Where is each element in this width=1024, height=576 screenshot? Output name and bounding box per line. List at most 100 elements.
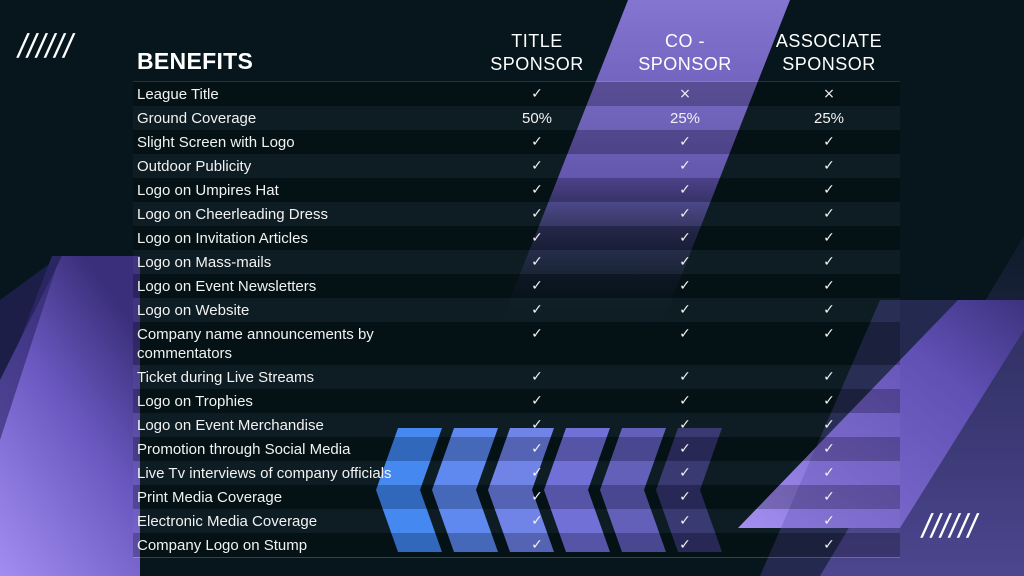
benefit-label: Logo on Trophies: [137, 393, 253, 410]
cell-co-sponsor: ×: [679, 86, 691, 102]
table-row: Logo on Mass-mails ✓ ✓ ✓: [133, 250, 900, 274]
cell-co-sponsor: ✓: [679, 302, 691, 318]
header-benefits: BENEFITS: [137, 48, 254, 74]
cell-associate-sponsor: ✓: [823, 489, 835, 505]
cell-title-sponsor: ✓: [531, 182, 543, 198]
cell-co-sponsor: ✓: [679, 513, 691, 529]
table-row: Promotion through Social Media ✓ ✓ ✓: [133, 437, 900, 461]
cell-associate-sponsor: ✓: [823, 302, 835, 318]
benefit-label: Electronic Media Coverage: [137, 513, 318, 530]
cell-associate-sponsor: ×: [823, 86, 835, 102]
cell-co-sponsor: ✓: [679, 369, 691, 385]
cell-title-sponsor: ✓: [531, 441, 543, 457]
benefit-label: Live Tv interviews of company officials: [137, 465, 392, 482]
table-row: Ground Coverage 50% 25% 25%: [133, 106, 900, 130]
header-associate-sponsor: ASSOCIATE SPONSOR: [759, 30, 899, 76]
cell-title-sponsor: ✓: [531, 489, 543, 505]
cell-title-sponsor: ✓: [531, 369, 543, 385]
cell-co-sponsor: ✓: [679, 254, 691, 270]
benefit-label: Slight Screen with Logo: [137, 134, 295, 151]
cell-associate-sponsor: ✓: [823, 537, 835, 553]
cell-title-sponsor: ✓: [531, 513, 543, 529]
table-row: Logo on Cheerleading Dress ✓ ✓ ✓: [133, 202, 900, 226]
table-row: Logo on Website ✓ ✓ ✓: [133, 298, 900, 322]
cell-co-sponsor: ✓: [679, 158, 691, 174]
table-row: Logo on Trophies ✓ ✓ ✓: [133, 389, 900, 413]
cell-co-sponsor: ✓: [679, 537, 691, 553]
benefit-label: Logo on Website: [137, 302, 250, 319]
cell-co-sponsor: ✓: [679, 278, 691, 294]
cell-title-sponsor: ✓: [531, 206, 543, 222]
table-row: Electronic Media Coverage ✓ ✓ ✓: [133, 509, 900, 533]
benefit-label: Logo on Umpires Hat: [137, 182, 279, 199]
benefit-label: Ticket during Live Streams: [137, 369, 315, 386]
cell-co-sponsor: 25%: [669, 110, 701, 127]
cell-co-sponsor: ✓: [679, 230, 691, 246]
table-row: League Title ✓ × ×: [133, 82, 900, 106]
benefit-label: Logo on Mass-mails: [137, 254, 272, 271]
cell-co-sponsor: ✓: [679, 489, 691, 505]
cell-associate-sponsor: ✓: [823, 465, 835, 481]
table-bottom-rule: [133, 557, 900, 559]
table-row: Logo on Invitation Articles ✓ ✓ ✓: [133, 226, 900, 250]
cell-title-sponsor: ✓: [531, 537, 543, 553]
cell-associate-sponsor: ✓: [823, 254, 835, 270]
table-row: Logo on Event Newsletters ✓ ✓ ✓: [133, 274, 900, 298]
cell-co-sponsor: ✓: [679, 206, 691, 222]
cell-associate-sponsor: ✓: [823, 326, 835, 342]
cell-title-sponsor: ✓: [531, 326, 543, 342]
cell-title-sponsor: ✓: [531, 278, 543, 294]
cell-associate-sponsor: ✓: [823, 182, 835, 198]
cell-title-sponsor: ✓: [531, 134, 543, 150]
cell-co-sponsor: ✓: [679, 326, 691, 342]
header-co-sponsor: CO - SPONSOR: [615, 30, 755, 76]
table-header: BENEFITS TITLE SPONSOR CO - SPONSOR ASSO…: [133, 28, 900, 82]
benefit-label: League Title: [137, 86, 219, 103]
cell-associate-sponsor: ✓: [823, 393, 835, 409]
cell-associate-sponsor: ✓: [823, 369, 835, 385]
header-co-line1: CO -: [665, 31, 705, 51]
table-row: Outdoor Publicity ✓ ✓ ✓: [133, 154, 900, 178]
cell-title-sponsor: ✓: [531, 465, 543, 481]
table-row: Logo on Umpires Hat ✓ ✓ ✓: [133, 178, 900, 202]
table-row: Ticket during Live Streams ✓ ✓ ✓: [133, 365, 900, 389]
cell-co-sponsor: ✓: [679, 393, 691, 409]
cell-associate-sponsor: ✓: [823, 158, 835, 174]
cell-title-sponsor: ✓: [531, 393, 543, 409]
cell-associate-sponsor: 25%: [813, 110, 845, 127]
table-body: League Title ✓ × × Ground Coverage 50% 25% 25% S…: [133, 82, 900, 557]
benefit-label: Logo on Invitation Articles: [137, 230, 308, 247]
cell-co-sponsor: ✓: [679, 465, 691, 481]
cell-associate-sponsor: ✓: [823, 230, 835, 246]
sponsorship-benefits-table: BENEFITS TITLE SPONSOR CO - SPONSOR ASSO…: [133, 28, 900, 559]
table-row: Live Tv interviews of company officials ✓…: [133, 461, 900, 485]
header-title-line1: TITLE: [511, 31, 563, 51]
header-associate-line2: SPONSOR: [782, 54, 876, 74]
cell-title-sponsor: ✓: [531, 158, 543, 174]
benefit-label: Company name announcements by commentato…: [137, 326, 374, 362]
table-row: Logo on Event Merchandise ✓ ✓ ✓: [133, 413, 900, 437]
cell-associate-sponsor: ✓: [823, 278, 835, 294]
cell-title-sponsor: ✓: [531, 86, 543, 102]
cell-associate-sponsor: ✓: [823, 417, 835, 433]
table-row: Print Media Coverage ✓ ✓ ✓: [133, 485, 900, 509]
header-title-line2: SPONSOR: [490, 54, 584, 74]
cell-title-sponsor: ✓: [531, 417, 543, 433]
header-title-sponsor: TITLE SPONSOR: [467, 30, 607, 76]
benefit-label: Logo on Event Newsletters: [137, 278, 317, 295]
cell-co-sponsor: ✓: [679, 441, 691, 457]
cell-title-sponsor: ✓: [531, 230, 543, 246]
table-row: Slight Screen with Logo ✓ ✓ ✓: [133, 130, 900, 154]
cell-co-sponsor: ✓: [679, 134, 691, 150]
cell-associate-sponsor: ✓: [823, 513, 835, 529]
benefit-label: Logo on Event Merchandise: [137, 417, 324, 434]
benefit-label: Print Media Coverage: [137, 489, 283, 506]
header-co-line2: SPONSOR: [638, 54, 732, 74]
header-associate-line1: ASSOCIATE: [775, 31, 883, 51]
cell-title-sponsor: ✓: [531, 254, 543, 270]
benefit-label: Company Logo on Stump: [137, 537, 308, 554]
decorative-slashes-bottom-right: //////: [919, 508, 980, 543]
decorative-slashes-top-left: //////: [15, 28, 76, 63]
cell-associate-sponsor: ✓: [823, 441, 835, 457]
